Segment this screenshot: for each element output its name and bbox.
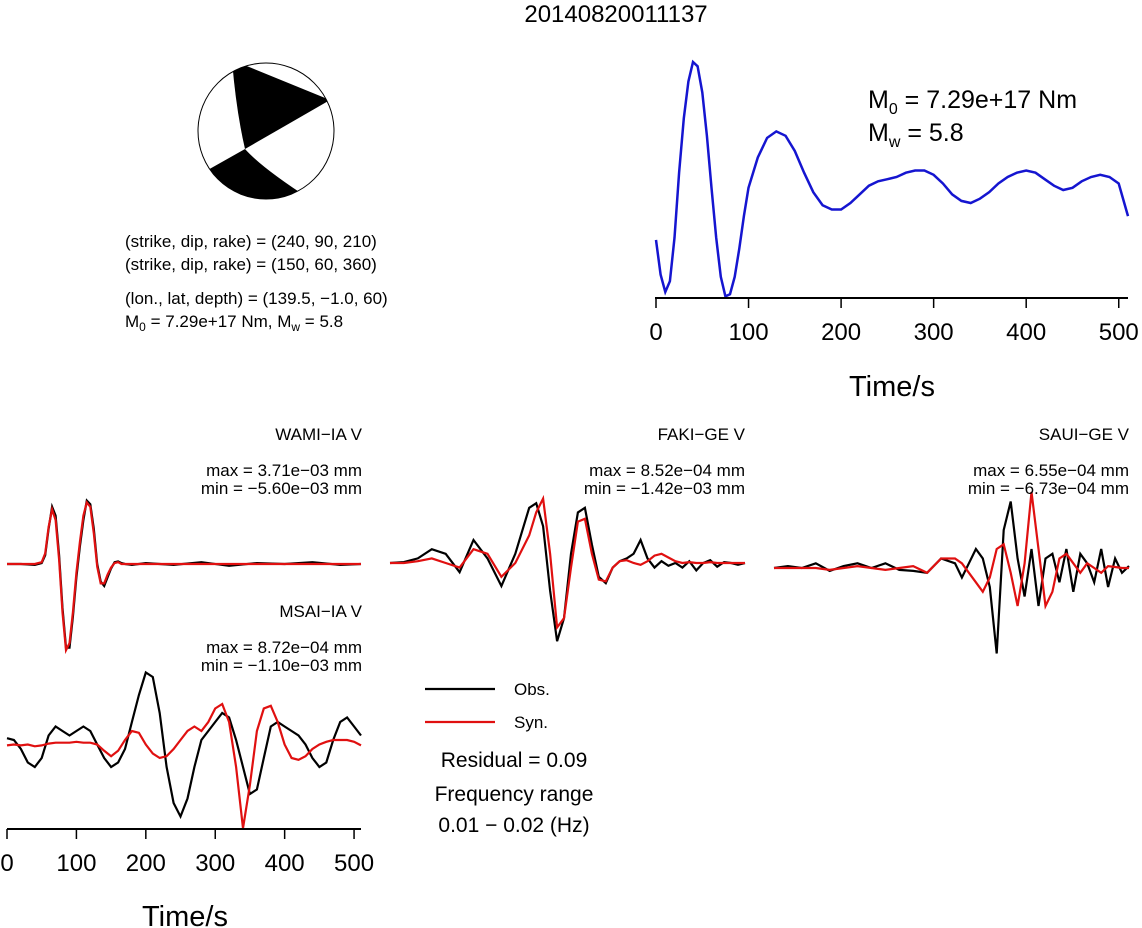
stf-tick-label: 0 [649,319,662,346]
msai-x-ticks: 0 100 200 300 400 500 [0,829,374,877]
station-wami-title: WAMI−IA V [275,425,362,444]
station-msai-title: MSAI−IA V [279,602,362,621]
station-msai-min: min = −1.10e−03 mm [201,656,362,675]
stf-x-ticks: 0 100 200 300 400 500 [649,298,1139,346]
frequency-range-label: Frequency range [435,783,594,806]
msai-tick-label: 400 [265,850,305,877]
focal-mechanism-beachball [197,62,335,200]
legend: Obs. Syn. Residual = 0.09 Frequency rang… [425,680,593,837]
station-saui-title: SAUI−GE V [1039,425,1130,444]
frequency-range-value: 0.01 − 0.02 (Hz) [438,814,589,837]
stf-tick-label: 100 [729,319,769,346]
stf-xlabel: Time/s [849,371,935,403]
hypocenter-location: (lon., lat, depth) = (139.5, −1.0, 60) [125,289,388,308]
station-saui-min: min = −6.73e−04 mm [968,479,1129,498]
stf-mw-annotation: Mw = 5.8 [868,119,964,151]
stf-line [654,59,1130,299]
station-wami: WAMI−IA V max = 3.71e−03 mm min = −5.60e… [7,425,363,655]
station-msai-synthetic [6,702,362,829]
legend-observed-label: Obs. [514,680,550,699]
station-wami-min: min = −5.60e−03 mm [201,479,362,498]
station-saui-max: max = 6.55e−04 mm [973,461,1129,480]
msai-tick-label: 0 [0,850,13,877]
station-msai-max: max = 8.72e−04 mm [206,638,362,657]
station-faki-observed [389,501,746,642]
stf-panel: M0 = 7.29e+17 Nm Mw = 5.8 0 100 200 300 400 5… [649,59,1139,403]
msai-tick-label: 300 [195,850,235,877]
station-faki-title: FAKI−GE V [658,425,746,444]
msai-tick-label: 100 [56,850,96,877]
station-wami-max: max = 3.71e−03 mm [206,461,362,480]
mechanism-info: (strike, dip, rake) = (240, 90, 210) (st… [125,232,388,334]
station-wami-synthetic [7,499,361,655]
residual-value: Residual = 0.09 [441,749,588,772]
station-msai: MSAI−IA V max = 8.72e−04 mm min = −1.10e… [0,602,374,928]
moment-magnitude-line: M0 = 7.29e+17 Nm, Mw = 5.8 [125,312,343,334]
msai-tick-label: 500 [334,850,374,877]
station-msai-observed [6,670,362,820]
station-saui-observed [773,501,1130,654]
station-saui: SAUI−GE V max = 6.55e−04 mm min = −6.73e… [773,425,1130,654]
legend-synthetic-label: Syn. [514,713,548,732]
station-faki: FAKI−GE V max = 8.52e−04 mm min = −1.42e… [389,425,746,642]
nodal-plane-1: (strike, dip, rake) = (240, 90, 210) [125,232,377,251]
station-faki-max: max = 8.52e−04 mm [589,461,745,480]
event-title: 20140820011137 [524,1,707,28]
msai-tick-label: 200 [126,850,166,877]
station-faki-synthetic [390,494,745,631]
station-saui-synthetic [774,491,1129,610]
stf-tick-label: 300 [914,319,954,346]
station-faki-min: min = −1.42e−03 mm [584,479,745,498]
msai-xlabel: Time/s [142,901,228,928]
stf-m0-annotation: M0 = 7.29e+17 Nm [868,86,1077,118]
stf-tick-label: 200 [821,319,861,346]
stf-tick-label: 500 [1099,319,1139,346]
nodal-plane-2: (strike, dip, rake) = (150, 60, 360) [125,255,377,274]
stf-tick-label: 400 [1006,319,1046,346]
